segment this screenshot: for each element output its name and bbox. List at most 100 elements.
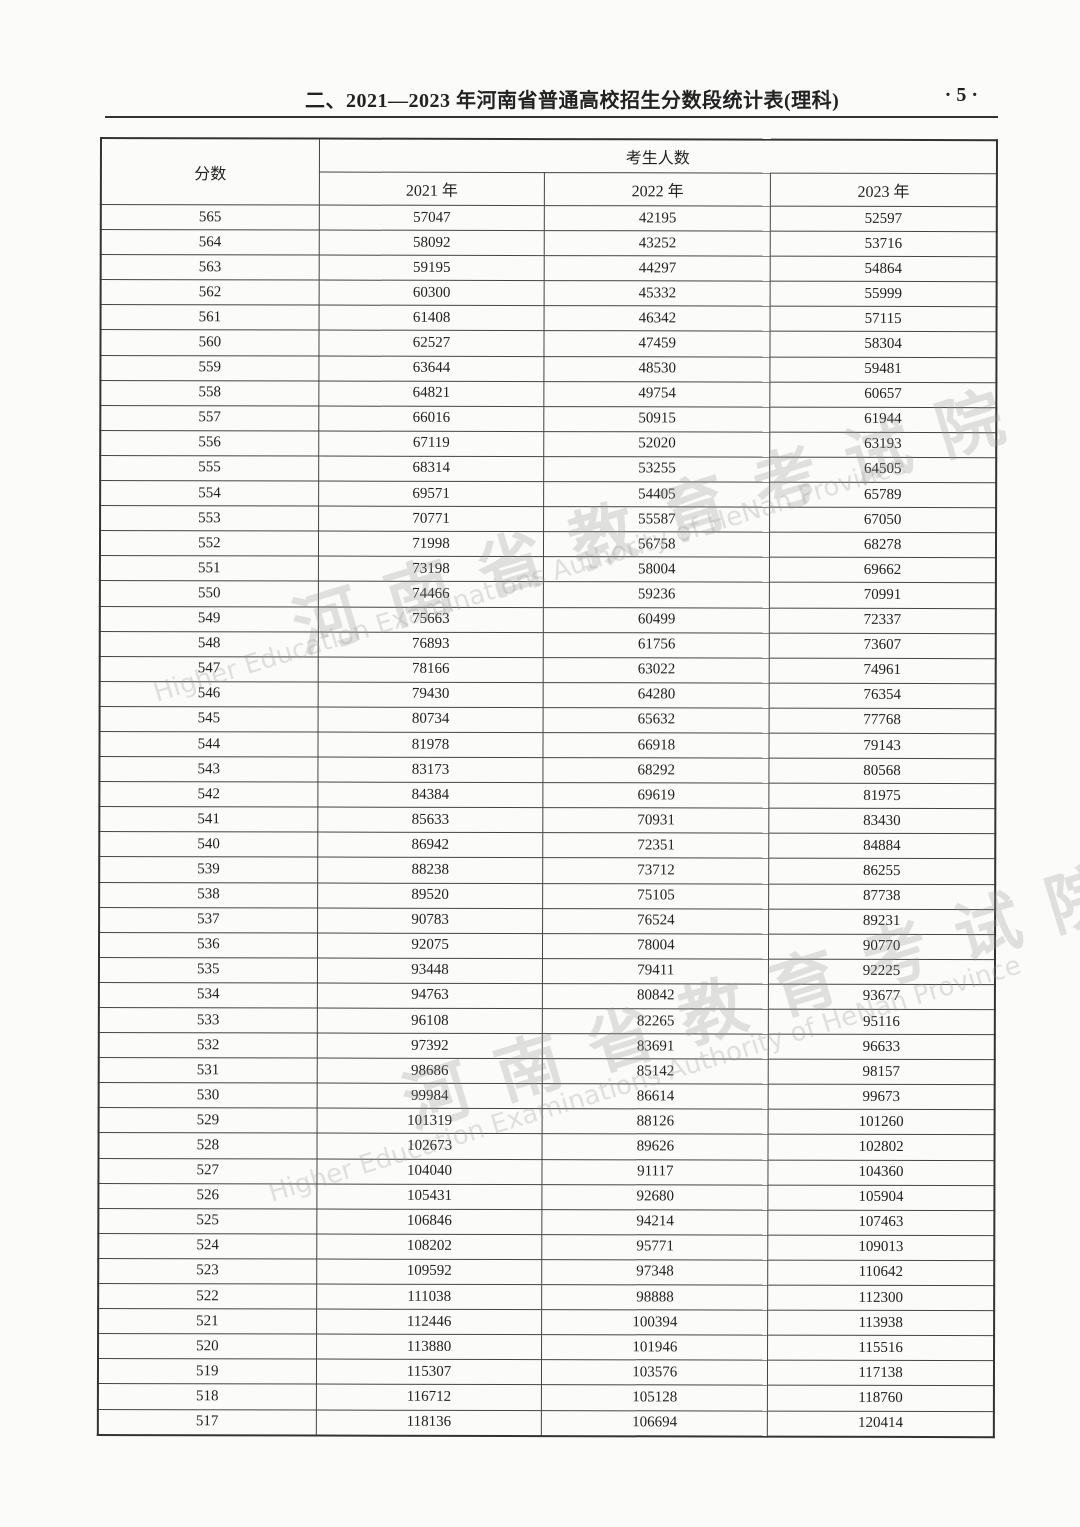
table-row: 535 93448 79411 92225 xyxy=(98,957,995,985)
count-2021-cell: 84384 xyxy=(317,782,544,808)
score-cell: 531 xyxy=(98,1057,317,1084)
count-2021-cell: 99984 xyxy=(316,1083,543,1109)
score-cell: 560 xyxy=(100,329,319,356)
count-2021-cell: 71998 xyxy=(318,531,544,557)
count-2022-cell: 83691 xyxy=(542,1033,769,1060)
table-row: 563 59195 44297 54864 xyxy=(100,254,997,282)
table-row: 518 116712 105128 118760 xyxy=(97,1383,994,1412)
count-2021-cell: 116712 xyxy=(316,1384,542,1411)
table-row: 528 102673 89626 102802 xyxy=(98,1132,995,1161)
table-row: 541 85633 70931 83430 xyxy=(99,806,996,835)
year-header-2021: 2021 年 xyxy=(319,172,545,206)
count-2021-cell: 113880 xyxy=(316,1334,543,1360)
table-row: 565 57047 42195 52597 xyxy=(100,204,997,232)
count-2022-cell: 88126 xyxy=(542,1108,769,1135)
score-cell: 533 xyxy=(98,1007,318,1034)
count-2023-cell: 87738 xyxy=(768,883,996,910)
count-2023-cell: 98157 xyxy=(768,1059,995,1085)
count-2022-cell: 59236 xyxy=(543,581,770,608)
count-2021-cell: 98686 xyxy=(316,1058,543,1084)
count-2021-cell: 60300 xyxy=(318,280,545,306)
table-row: 546 79430 64280 76354 xyxy=(99,681,996,709)
score-cell: 550 xyxy=(99,580,319,607)
count-2022-cell: 82265 xyxy=(542,1008,769,1035)
score-cell: 538 xyxy=(99,882,318,908)
count-2022-cell: 89626 xyxy=(542,1134,769,1160)
count-2022-cell: 79411 xyxy=(542,958,769,985)
table-row: 538 89520 75105 87738 xyxy=(99,882,996,910)
count-2023-cell: 109013 xyxy=(767,1234,995,1261)
count-2023-cell: 52597 xyxy=(770,206,997,232)
count-2022-cell: 95771 xyxy=(542,1234,769,1261)
count-2023-cell: 83430 xyxy=(769,808,996,835)
score-cell: 553 xyxy=(100,505,319,532)
table-row: 536 92075 78004 90770 xyxy=(98,932,996,960)
count-2022-cell: 86614 xyxy=(542,1083,769,1110)
table-row: 554 69571 54405 65789 xyxy=(100,480,997,508)
table-row: 549 75663 60499 72337 xyxy=(99,606,996,634)
score-cell: 561 xyxy=(100,304,319,331)
count-2021-cell: 83173 xyxy=(317,757,544,783)
year-header-2022: 2022 年 xyxy=(544,172,771,207)
count-2022-cell: 76524 xyxy=(542,908,769,934)
count-2023-cell: 76354 xyxy=(769,682,996,709)
count-2023-cell: 63193 xyxy=(769,431,997,458)
table-row: 533 96108 82265 95116 xyxy=(98,1007,995,1035)
score-cell: 564 xyxy=(100,229,319,256)
table-row: 522 111038 98888 112300 xyxy=(98,1283,995,1311)
count-2023-cell: 81975 xyxy=(769,783,996,809)
count-2023-cell: 64505 xyxy=(769,457,997,483)
table-body: 565 57047 42195 52597 564 58092 43252 53716 563 5… xyxy=(97,204,997,1437)
score-cell: 522 xyxy=(98,1283,317,1310)
count-2022-cell: 105128 xyxy=(541,1384,768,1411)
count-2022-cell: 68292 xyxy=(543,757,770,784)
table-row: 534 94763 80842 93677 xyxy=(98,982,995,1010)
count-2021-cell: 73198 xyxy=(318,556,544,582)
score-cell: 524 xyxy=(98,1233,317,1259)
count-2022-cell: 69619 xyxy=(543,782,770,809)
count-2021-cell: 79430 xyxy=(317,681,544,708)
table-row: 544 81978 66918 79143 xyxy=(99,731,996,759)
score-cell: 529 xyxy=(98,1107,317,1134)
table-row: 550 74466 59236 70991 xyxy=(99,580,996,609)
count-2021-cell: 109592 xyxy=(316,1258,543,1285)
score-cell: 519 xyxy=(97,1358,317,1385)
count-2023-cell: 68278 xyxy=(769,532,997,559)
count-2022-cell: 73712 xyxy=(543,858,769,884)
count-2021-cell: 90783 xyxy=(317,907,544,934)
count-2021-cell: 111038 xyxy=(316,1284,543,1310)
count-2023-cell: 79143 xyxy=(769,733,996,759)
table-row: 532 97392 83691 96633 xyxy=(98,1032,995,1060)
count-2021-cell: 88238 xyxy=(317,857,544,884)
table-row: 545 80734 65632 77768 xyxy=(99,706,996,734)
count-2023-cell: 95116 xyxy=(768,1009,995,1035)
score-cell: 518 xyxy=(97,1383,317,1410)
table-row: 520 113880 101946 115516 xyxy=(98,1333,995,1362)
count-2023-cell: 118760 xyxy=(767,1385,994,1412)
count-2021-cell: 70771 xyxy=(318,506,545,532)
table-row: 562 60300 45332 55999 xyxy=(100,279,997,308)
table-row: 531 98686 85142 98157 xyxy=(98,1057,995,1085)
score-cell: 525 xyxy=(98,1208,317,1234)
count-2023-cell: 93677 xyxy=(768,984,995,1010)
table-row: 543 83173 68292 80568 xyxy=(99,756,996,784)
score-cell: 517 xyxy=(97,1408,317,1436)
count-2023-cell: 67050 xyxy=(769,507,997,533)
count-2022-cell: 45332 xyxy=(544,280,771,307)
count-2021-cell: 104040 xyxy=(316,1158,543,1185)
count-2023-cell: 105904 xyxy=(768,1184,995,1211)
count-2021-cell: 80734 xyxy=(317,706,544,733)
count-2022-cell: 91117 xyxy=(542,1159,769,1185)
table-row: 540 86942 72351 84884 xyxy=(99,831,996,860)
count-2023-cell: 86255 xyxy=(768,858,996,885)
table-row: 553 70771 55587 67050 xyxy=(100,505,997,533)
count-2023-cell: 80568 xyxy=(769,758,996,784)
table-row: 556 67119 52020 63193 xyxy=(100,430,997,458)
score-cell: 540 xyxy=(99,831,318,858)
score-cell: 543 xyxy=(99,756,318,783)
count-2023-cell: 60657 xyxy=(770,381,997,408)
count-2021-cell: 63644 xyxy=(318,355,545,382)
score-cell: 558 xyxy=(100,380,319,406)
score-cell: 523 xyxy=(98,1258,317,1285)
count-2022-cell: 65632 xyxy=(543,707,770,734)
